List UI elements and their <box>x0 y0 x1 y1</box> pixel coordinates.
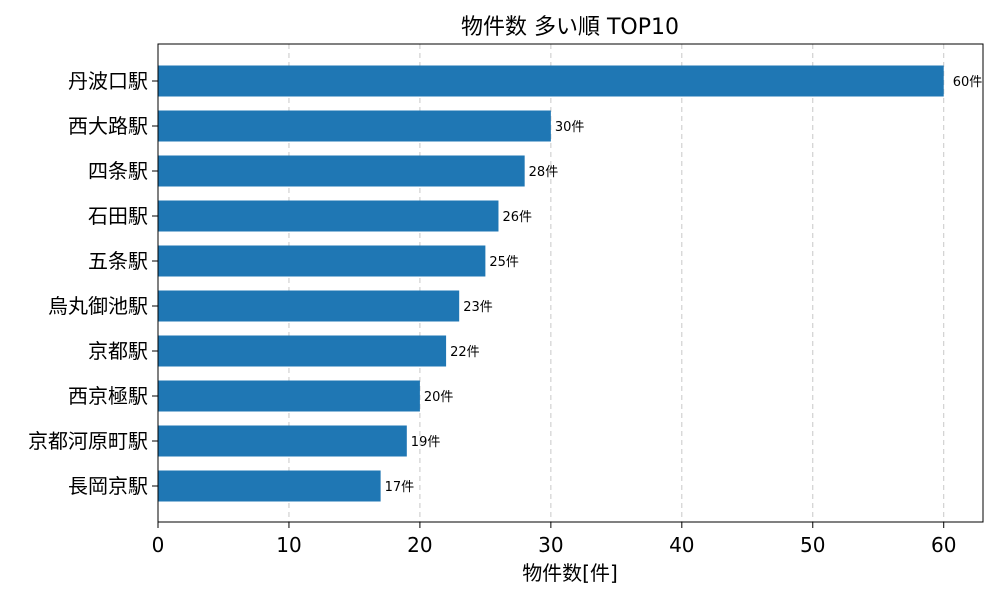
bars <box>158 65 944 502</box>
category-label: 京都駅 <box>88 339 148 363</box>
category-label: 西大路駅 <box>68 114 148 138</box>
bar <box>158 470 381 502</box>
data-label: 19件 <box>411 435 441 450</box>
x-tick-label: 60 <box>931 533 956 557</box>
category-label: 西京極駅 <box>68 384 148 408</box>
bar <box>158 290 460 322</box>
x-axis-ticks: 0 10 20 30 40 50 60 <box>152 522 956 557</box>
category-label: 烏丸御池駅 <box>48 294 148 318</box>
category-label: 五条駅 <box>88 249 148 273</box>
bar <box>158 155 525 187</box>
bar <box>158 245 486 277</box>
data-label: 60件 <box>953 75 983 90</box>
data-label: 20件 <box>424 390 454 405</box>
data-labels: 60件 30件 28件 26件 25件 23件 22件 20件 19件 17件 <box>385 75 983 495</box>
bar <box>158 425 407 457</box>
data-label: 22件 <box>450 345 480 360</box>
data-label: 30件 <box>555 120 585 135</box>
x-tick-label: 10 <box>276 533 301 557</box>
x-tick-label: 0 <box>152 533 165 557</box>
category-label: 石田駅 <box>88 204 148 228</box>
x-tick-label: 20 <box>407 533 432 557</box>
bar <box>158 200 499 232</box>
x-tick-label: 50 <box>800 533 825 557</box>
bar <box>158 110 551 142</box>
bar <box>158 335 447 367</box>
x-tick-label: 30 <box>538 533 563 557</box>
category-label: 四条駅 <box>88 159 148 183</box>
bar <box>158 380 420 412</box>
chart-title: 物件数 多い順 TOP10 <box>461 15 679 40</box>
x-tick-label: 40 <box>669 533 694 557</box>
data-label: 17件 <box>385 480 415 495</box>
data-label: 25件 <box>489 255 519 270</box>
plot-frame <box>157 43 984 523</box>
x-axis-label: 物件数[件] <box>522 561 618 585</box>
category-label: 長岡京駅 <box>68 474 148 498</box>
data-label: 23件 <box>463 300 493 315</box>
bar <box>158 65 944 97</box>
data-label: 28件 <box>529 165 559 180</box>
category-label: 京都河原町駅 <box>28 429 148 453</box>
category-label: 丹波口駅 <box>68 69 148 93</box>
data-label: 26件 <box>502 210 532 225</box>
